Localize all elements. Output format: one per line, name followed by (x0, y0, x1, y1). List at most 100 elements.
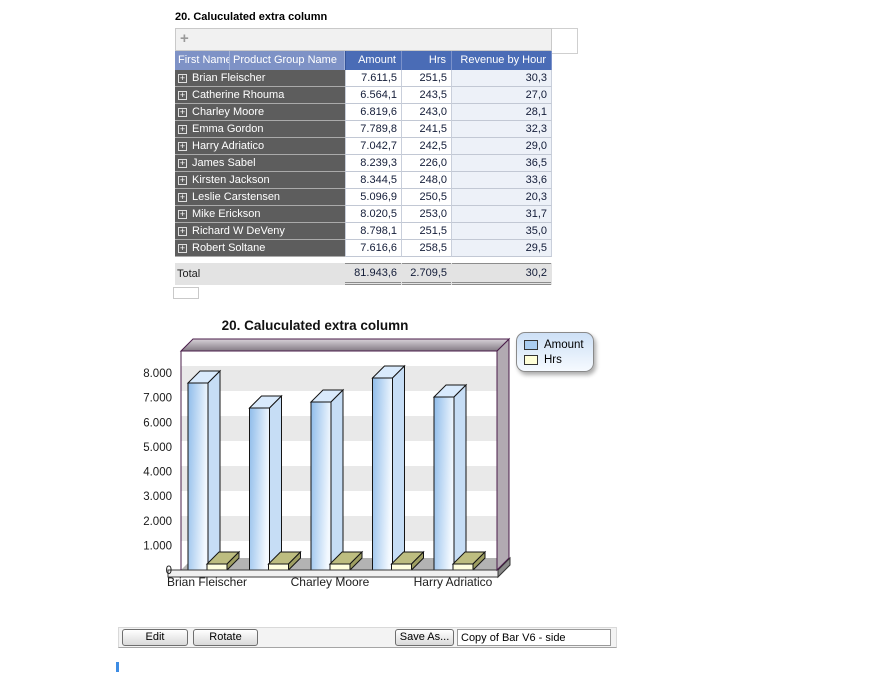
row-revenue_by_hour-cell: 36,5 (452, 155, 552, 172)
table-row-label: + Richard W DeVeny (175, 223, 345, 240)
row-name: Brian Fleischer (192, 72, 266, 84)
svg-text:8.000: 8.000 (143, 368, 172, 380)
total-label: Total (177, 268, 201, 280)
row-hrs-cell: 242,5 (402, 138, 452, 155)
svg-text:Charley Moore: Charley Moore (291, 575, 370, 589)
rotate-button[interactable]: Rotate (193, 629, 258, 646)
edit-button[interactable]: Edit (122, 629, 188, 646)
row-name: Emma Gordon (192, 123, 264, 135)
chart-controls-bar: Edit Rotate Save As... (118, 627, 617, 648)
row-amount-cell: 8.798,1 (345, 223, 402, 240)
column-header-first-name[interactable]: First Name (175, 51, 230, 70)
row-hrs-cell: 226,0 (402, 155, 452, 172)
row-name: Kirsten Jackson (192, 174, 270, 186)
legend-label-hrs: Hrs (544, 353, 562, 366)
svg-text:3.000: 3.000 (143, 491, 172, 503)
svg-text:6.000: 6.000 (143, 417, 172, 429)
column-header-amount[interactable]: Amount (345, 51, 402, 70)
svg-text:0: 0 (166, 565, 172, 577)
total-row: Total 81.943,6 2.709,5 30,2 (175, 263, 552, 285)
row-name: Richard W DeVeny (192, 225, 285, 237)
expand-plus-icon[interactable]: + (178, 107, 187, 117)
expand-plus-icon[interactable]: + (178, 175, 187, 185)
table-row-label: + Harry Adriatico (175, 138, 345, 155)
table-row-label: + Brian Fleischer (175, 70, 345, 87)
row-name: Leslie Carstensen (192, 191, 281, 203)
row-amount-cell: 7.042,7 (345, 138, 402, 155)
row-amount-cell: 7.616,6 (345, 240, 402, 257)
svg-text:Harry Adriatico: Harry Adriatico (414, 575, 493, 589)
amount-swatch-icon (524, 339, 538, 350)
table-row-label: + Mike Erickson (175, 206, 345, 223)
row-amount-cell: 5.096,9 (345, 189, 402, 206)
chart-name-input[interactable] (457, 629, 611, 646)
row-revenue_by_hour-cell: 32,3 (452, 121, 552, 138)
expand-plus-icon[interactable]: + (178, 226, 187, 236)
table-row-label: + James Sabel (175, 155, 345, 172)
table-row-label: + Robert Soltane (175, 240, 345, 257)
hrs-swatch-icon (524, 354, 538, 365)
row-name: Harry Adriatico (192, 140, 265, 152)
row-revenue_by_hour-cell: 29,5 (452, 240, 552, 257)
legend-item-hrs: Hrs (524, 352, 584, 367)
legend-label-amount: Amount (544, 338, 584, 351)
row-hrs-cell: 241,5 (402, 121, 452, 138)
text-cursor-mark (116, 662, 119, 672)
row-revenue_by_hour-cell: 28,1 (452, 104, 552, 121)
total-hrs: 2.709,5 (402, 263, 451, 285)
svg-text:7.000: 7.000 (143, 393, 172, 405)
table-row-label: + Kirsten Jackson (175, 172, 345, 189)
expand-plus-icon[interactable]: + (178, 192, 187, 202)
chart-title: 20. Caluculated extra column (221, 318, 409, 333)
row-revenue_by_hour-cell: 31,7 (452, 206, 552, 223)
legend-item-amount: Amount (524, 337, 584, 352)
row-hrs-cell: 243,0 (402, 104, 452, 121)
expand-plus-icon[interactable]: + (178, 243, 187, 253)
row-name: Mike Erickson (192, 208, 261, 220)
pivot-table: First Name Product Group Name Amount Hrs… (175, 51, 552, 257)
report-title: 20. Caluculated extra column (175, 11, 328, 23)
table-row-label: + Catherine Rhouma (175, 87, 345, 104)
row-hrs-cell: 248,0 (402, 172, 452, 189)
toolbar-spacer-cell (552, 28, 578, 54)
row-revenue_by_hour-cell: 27,0 (452, 87, 552, 104)
row-revenue_by_hour-cell: 33,6 (452, 172, 552, 189)
expand-plus-icon[interactable]: + (178, 90, 187, 100)
column-header-hrs[interactable]: Hrs (402, 51, 452, 70)
table-row-label: + Charley Moore (175, 104, 345, 121)
row-hrs-cell: 243,5 (402, 87, 452, 104)
row-amount-cell: 7.611,5 (345, 70, 402, 87)
row-revenue_by_hour-cell: 29,0 (452, 138, 552, 155)
row-revenue_by_hour-cell: 35,0 (452, 223, 552, 240)
expand-plus-icon[interactable]: + (178, 141, 187, 151)
row-amount-cell: 7.789,8 (345, 121, 402, 138)
row-revenue_by_hour-cell: 20,3 (452, 189, 552, 206)
row-hrs-cell: 251,5 (402, 223, 452, 240)
table-toolbar: + (175, 28, 552, 51)
chart-legend: Amount Hrs (516, 332, 594, 372)
row-revenue_by_hour-cell: 30,3 (452, 70, 552, 87)
row-amount-cell: 6.819,6 (345, 104, 402, 121)
row-amount-cell: 8.344,5 (345, 172, 402, 189)
bar-chart: 0 1.000 2.000 3.000 4.000 5.000 6.000 7.000 8.00… (143, 337, 511, 589)
row-hrs-cell: 258,5 (402, 240, 452, 257)
expand-plus-icon[interactable]: + (178, 73, 187, 83)
row-name: Robert Soltane (192, 242, 266, 254)
row-hrs-cell: 251,5 (402, 70, 452, 87)
svg-text:1.000: 1.000 (143, 540, 172, 552)
row-hrs-cell: 253,0 (402, 206, 452, 223)
empty-cell-box (173, 287, 199, 299)
row-amount-cell: 8.020,5 (345, 206, 402, 223)
row-amount-cell: 6.564,1 (345, 87, 402, 104)
column-header-product-group[interactable]: Product Group Name (230, 51, 345, 70)
save-as-button[interactable]: Save As... (395, 629, 454, 646)
expand-plus-icon[interactable]: + (178, 158, 187, 168)
expand-plus-icon[interactable]: + (178, 209, 187, 219)
column-header-revenue-by-hour[interactable]: Revenue by Hour (452, 51, 552, 70)
add-column-icon[interactable]: + (180, 30, 189, 47)
table-row-label: + Emma Gordon (175, 121, 345, 138)
table-row-label: + Leslie Carstensen (175, 189, 345, 206)
row-hrs-cell: 250,5 (402, 189, 452, 206)
expand-plus-icon[interactable]: + (178, 124, 187, 134)
